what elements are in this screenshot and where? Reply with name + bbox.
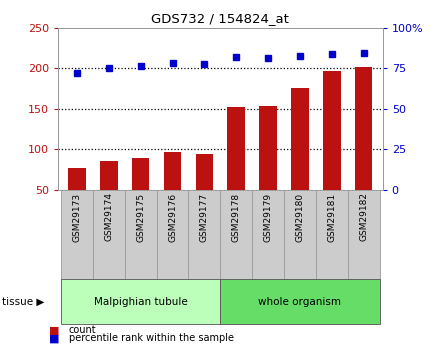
FancyBboxPatch shape — [316, 190, 348, 279]
FancyBboxPatch shape — [348, 190, 380, 279]
Bar — [355, 67, 372, 190]
Text: Malpighian tubule: Malpighian tubule — [94, 297, 187, 307]
Text: GSM29178: GSM29178 — [232, 193, 241, 242]
Text: GSM29180: GSM29180 — [295, 193, 304, 242]
Bar — [164, 152, 181, 190]
FancyBboxPatch shape — [61, 279, 220, 324]
Bar — [291, 88, 309, 190]
Text: GSM29179: GSM29179 — [263, 193, 272, 242]
FancyBboxPatch shape — [125, 190, 157, 279]
Text: GSM29175: GSM29175 — [136, 193, 145, 242]
FancyBboxPatch shape — [61, 190, 93, 279]
FancyBboxPatch shape — [93, 190, 125, 279]
Text: count: count — [69, 325, 97, 335]
FancyBboxPatch shape — [220, 279, 380, 324]
Text: GSM29181: GSM29181 — [327, 193, 336, 242]
Text: GSM29173: GSM29173 — [73, 193, 81, 242]
FancyBboxPatch shape — [157, 190, 188, 279]
Text: GSM29177: GSM29177 — [200, 193, 209, 242]
Text: GSM29176: GSM29176 — [168, 193, 177, 242]
Bar — [100, 161, 117, 190]
Bar — [323, 71, 340, 190]
Text: GSM29174: GSM29174 — [104, 193, 113, 242]
Text: ■: ■ — [49, 325, 60, 335]
FancyBboxPatch shape — [220, 190, 252, 279]
Text: percentile rank within the sample: percentile rank within the sample — [69, 333, 234, 343]
Bar — [196, 154, 213, 190]
FancyBboxPatch shape — [252, 190, 284, 279]
Text: whole organism: whole organism — [259, 297, 341, 307]
FancyBboxPatch shape — [284, 190, 316, 279]
Text: tissue ▶: tissue ▶ — [2, 297, 44, 307]
Text: GSM29182: GSM29182 — [359, 193, 368, 242]
Bar — [132, 158, 150, 190]
FancyBboxPatch shape — [188, 190, 220, 279]
Bar — [259, 106, 277, 190]
Text: ■: ■ — [49, 333, 60, 343]
Bar — [227, 107, 245, 190]
Bar — [68, 168, 86, 190]
Title: GDS732 / 154824_at: GDS732 / 154824_at — [151, 12, 289, 25]
